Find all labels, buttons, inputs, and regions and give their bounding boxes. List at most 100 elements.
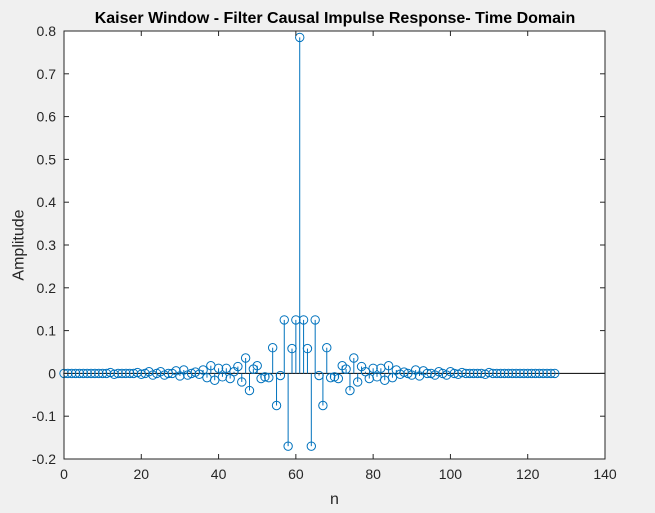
stem-point (70, 368, 81, 379)
stem-point (523, 368, 533, 379)
x-tick-label: 0 (60, 466, 68, 482)
stem-point (264, 372, 274, 383)
y-tick-label: 0.2 (37, 280, 57, 296)
stem-point (210, 373, 220, 385)
stem-marker (387, 372, 398, 383)
stem-point (372, 372, 382, 382)
stem-point (368, 363, 378, 374)
stem-point (341, 364, 351, 374)
stem-point (121, 368, 131, 379)
stem-point (302, 343, 313, 374)
x-tick-label: 60 (288, 466, 304, 482)
stem-marker (325, 372, 336, 383)
stem-marker (252, 360, 262, 371)
y-tick-label: -0.1 (32, 408, 56, 424)
stem-marker (113, 368, 123, 379)
stem-marker (468, 368, 479, 379)
stem-point (86, 368, 96, 379)
stem-marker (97, 368, 108, 379)
stem-point (244, 373, 255, 396)
stem-point (117, 368, 127, 379)
stem-marker (295, 32, 305, 43)
stem-marker (507, 368, 517, 379)
stem-marker (244, 385, 255, 396)
stem-point (240, 353, 251, 374)
stem-marker (492, 368, 502, 379)
y-tick-label: 0.1 (37, 323, 57, 339)
x-axis-ticks: 0 20 40 60 80 100 120 140 (60, 31, 617, 482)
y-tick-label: 0.7 (37, 66, 57, 82)
stem-marker (302, 343, 313, 354)
stem-marker (495, 368, 506, 379)
stem-marker (198, 365, 208, 375)
stem-point (387, 372, 398, 383)
stem-marker (306, 441, 317, 451)
stem-marker (264, 372, 274, 383)
stem-point (519, 368, 529, 379)
stem-point (495, 368, 506, 379)
stem-point (352, 373, 363, 387)
stem-point (252, 360, 262, 374)
x-tick-label: 140 (593, 466, 617, 482)
stem-point (97, 368, 108, 379)
stem-marker (530, 368, 541, 379)
stem-point (306, 373, 317, 451)
stem-point (124, 368, 135, 379)
y-tick-label: 0 (48, 365, 56, 381)
stem-marker (124, 368, 135, 379)
stem-point (221, 363, 232, 374)
stem-marker (70, 368, 81, 379)
chart-title: Kaiser Window - Filter Causal Impulse Re… (95, 10, 576, 27)
x-tick-label: 80 (365, 466, 381, 482)
stem-point (492, 368, 502, 379)
stem-marker (550, 368, 560, 379)
stem-point (318, 373, 328, 411)
stem-marker (488, 368, 498, 379)
stem-point (534, 368, 545, 379)
stem-point (271, 373, 282, 411)
stem-marker (310, 315, 320, 325)
stem-point (472, 368, 483, 379)
stem-marker (322, 343, 332, 353)
stem-marker (345, 385, 355, 396)
stem-point (546, 368, 556, 379)
stem-point (90, 368, 100, 379)
stem-point (333, 373, 344, 384)
stem-marker (349, 353, 359, 363)
x-tick-label: 120 (516, 466, 540, 482)
stem-point (383, 360, 394, 374)
stem-point (113, 368, 123, 379)
stem-marker (267, 343, 278, 353)
y-tick-label: 0.8 (37, 23, 57, 39)
stem-marker (298, 315, 309, 325)
y-tick-label: 0.3 (37, 237, 57, 253)
stem-point (310, 315, 320, 374)
y-tick-label: 0.6 (37, 109, 57, 125)
stem-marker (233, 361, 243, 372)
stem-point (526, 368, 537, 379)
stem-point (488, 368, 498, 379)
stem-marker (86, 368, 96, 379)
stem-marker (499, 368, 510, 379)
stem-marker (221, 363, 232, 373)
stem-point (542, 368, 552, 379)
stem-point (283, 373, 293, 451)
stem-marker (90, 368, 100, 379)
stem-marker (511, 368, 521, 379)
stem-marker (210, 375, 220, 385)
stem-point (511, 368, 521, 379)
stem-marker (383, 360, 394, 371)
stem-marker (523, 368, 533, 379)
stem-marker (279, 315, 289, 325)
stem-marker (237, 377, 247, 387)
stem-point (503, 368, 514, 379)
stem-marker (519, 368, 529, 379)
stem-point (322, 343, 332, 374)
stem-point (233, 361, 243, 374)
x-tick-label: 100 (439, 466, 463, 482)
stem-marker (457, 367, 467, 378)
stem-point (82, 368, 92, 379)
y-axis-ticks: -0.2 -0.1 0 0.1 0.2 0.3 0.4 0.5 0.6 0.7 0.8 (32, 23, 605, 467)
x-tick-label: 40 (211, 466, 227, 482)
